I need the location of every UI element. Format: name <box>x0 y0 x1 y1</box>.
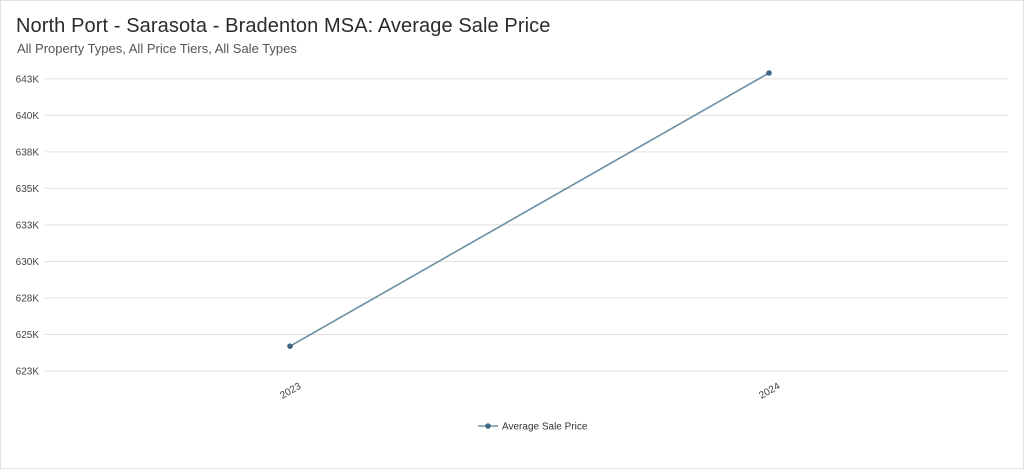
y-tick-label: 628K <box>16 293 40 304</box>
grid-lines <box>45 78 1008 372</box>
chart-title: North Port - Sarasota - Bradenton MSA: A… <box>16 15 551 37</box>
legend[interactable]: Average Sale Price <box>478 422 588 433</box>
series-line <box>289 72 770 347</box>
legend-label: Average Sale Price <box>502 422 588 433</box>
y-tick-label: 640K <box>16 111 40 122</box>
series-group <box>287 70 772 349</box>
x-tick-label: 2023 <box>278 381 303 402</box>
y-tick-label: 630K <box>16 257 40 268</box>
y-tick-label: 643K <box>16 74 40 85</box>
chart-subtitle: All Property Types, All Price Tiers, All… <box>17 41 297 56</box>
y-tick-label: 638K <box>16 147 40 158</box>
data-point[interactable] <box>287 343 293 349</box>
y-tick-label: 635K <box>16 184 40 195</box>
legend-swatch-marker <box>485 423 491 429</box>
y-axis: 623K 625K 628K 630K 633K 635K 638K 640K 643K <box>16 74 40 377</box>
x-tick-label: 2024 <box>757 381 782 402</box>
y-tick-label: 623K <box>16 367 40 378</box>
y-tick-label: 633K <box>16 220 40 231</box>
data-point[interactable] <box>766 70 772 76</box>
y-tick-label: 625K <box>16 330 40 341</box>
x-axis: 2023 2024 <box>278 381 782 402</box>
